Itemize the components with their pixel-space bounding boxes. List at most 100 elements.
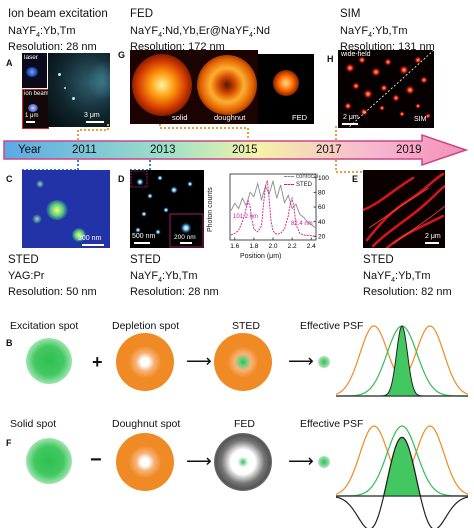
- panel-g-title: FED: [130, 8, 153, 20]
- depletion-spot: [116, 333, 174, 391]
- panel-a-resolution: Resolution: 28 nm: [8, 41, 97, 53]
- panel-a-inset-laser: laser: [22, 53, 47, 88]
- doughnut-label: doughnut: [214, 113, 246, 122]
- timeline-year-2019: 2019: [396, 144, 422, 156]
- plus-operator: +: [92, 352, 103, 372]
- row-f-solid-label: Solid spot: [10, 418, 57, 430]
- row-b-depletion-label: Depletion spot: [112, 320, 180, 332]
- panel-g-letter: G: [118, 50, 126, 60]
- legend-sted: STED: [284, 182, 312, 188]
- arrow-b-1: ⟶: [186, 351, 212, 371]
- effective-psf-spot-f: [318, 456, 330, 468]
- timeline-year-label: Year: [18, 144, 42, 156]
- panel-c-image: 300 nm: [22, 170, 110, 248]
- panel-d-title: STED: [130, 254, 161, 266]
- annotation-82nm: 82.4 nm: [291, 221, 313, 227]
- fed-negative-lobe-f: [336, 436, 468, 528]
- panel-g-fed-image: FED: [258, 54, 314, 124]
- fed-spot: [214, 433, 272, 491]
- sted-psf-profile-b: [336, 325, 468, 397]
- solid-label: solid: [172, 113, 188, 122]
- row-f-letter: F: [6, 438, 12, 448]
- panel-d-image: 500 nm 200 nm: [130, 170, 204, 248]
- widefield-label: wide-field: [341, 51, 371, 58]
- inset-ion-scale: 1 μm: [25, 113, 39, 119]
- legend-confocal: confocal: [284, 174, 318, 180]
- row-b-sted-label: STED: [232, 320, 261, 332]
- panel-c-material: YAG:Pr: [8, 270, 45, 282]
- x-tick-label: 2.0: [268, 243, 277, 250]
- panel-g-material: NaYF4:Nd,Yb,Er@NaYF4:Nd: [130, 25, 271, 40]
- sted-spot: [214, 333, 272, 391]
- connector-g: [159, 124, 249, 140]
- panel-a-letter: A: [6, 58, 13, 68]
- panel-h-letter: H: [327, 54, 334, 64]
- solid-profile-f: [336, 425, 468, 497]
- effective-psf-spot-b: [318, 356, 330, 368]
- panel-g-doughnut-image: doughnut: [196, 50, 258, 124]
- timeline-year-2013: 2013: [150, 144, 176, 156]
- row-f-doughnut-label: Doughnut spot: [112, 418, 181, 430]
- inset-ion-label: ion beam: [24, 91, 49, 97]
- panel-h-title: SIM: [340, 8, 361, 20]
- row-f-fed-label: FED: [234, 418, 255, 430]
- panel-d-inset-scale: 200 nm: [174, 234, 196, 241]
- series-sted-line: [230, 180, 316, 237]
- legend-confocal-label: confocal: [296, 174, 319, 180]
- chart-ylabel: Photon counts: [207, 187, 214, 232]
- panel-d-material: NaYF4:Yb,Tm: [130, 270, 198, 285]
- arrow-b-2: ⟶: [288, 351, 314, 371]
- timeline-year-2011: 2011: [72, 144, 97, 156]
- y-tick-label: 40: [318, 219, 326, 226]
- panel-d-letter: D: [118, 174, 125, 184]
- panel-a-scale: 3 μm: [84, 112, 100, 119]
- chart-xlabel: Position (μm): [240, 253, 282, 260]
- panel-e-resolution: Resolution: 82 nm: [363, 286, 452, 298]
- panel-g-solid-image: solid: [130, 50, 196, 124]
- panel-h-image: wide-field SIM 2 μm: [338, 50, 434, 128]
- timeline-year-2015: 2015: [232, 144, 258, 156]
- psf-profile-f: [336, 425, 468, 528]
- panel-d-resolution: Resolution: 28 nm: [130, 286, 219, 298]
- panel-d-linecut-chart: 1.6 1.8 2.0 2.2 2.420 40 60 80 100: [229, 173, 329, 250]
- connector-a: [77, 124, 109, 140]
- timeline-year-2017: 2017: [316, 144, 342, 156]
- series-confocal-line: [230, 179, 316, 228]
- inset-laser-label: laser: [24, 54, 39, 61]
- row-b-psf-label: Effective PSF: [300, 320, 364, 332]
- solid-spot: [26, 438, 72, 484]
- row-f-psf-label: Effective PSF: [300, 418, 364, 430]
- panel-h-scale: 2 μm: [343, 114, 359, 121]
- timeline-arrow: [3, 133, 469, 167]
- psf-profile-b: [336, 325, 468, 397]
- panel-e-letter: E: [352, 174, 359, 184]
- x-tick-label: 1.8: [249, 243, 258, 250]
- annotation-101nm: 101.2 nm: [233, 214, 259, 220]
- minus-operator: −: [90, 449, 102, 471]
- panel-d-scale: 500 nm: [132, 233, 156, 240]
- excitation-spot: [26, 338, 72, 384]
- panel-e-image: 2 μm: [363, 170, 445, 248]
- legend-sted-label: STED: [296, 182, 313, 188]
- row-b-excitation-label: Excitation spot: [10, 320, 79, 332]
- panel-a-material: NaYF4:Yb,Tm: [8, 25, 76, 40]
- panel-e-title: STED: [363, 254, 394, 266]
- sim-label: SIM: [414, 116, 427, 123]
- panel-c-resolution: Resolution: 50 nm: [8, 286, 97, 298]
- y-tick-label: 20: [318, 234, 326, 241]
- arrow-f-2: ⟶: [288, 451, 314, 471]
- doughnut-spot: [116, 433, 174, 491]
- panel-c-scale: 300 nm: [78, 235, 102, 242]
- y-tick-label: 60: [318, 204, 326, 211]
- row-b-letter: B: [6, 338, 13, 348]
- connector-e: [335, 160, 362, 173]
- panel-h-material: NaYF4:Yb,Tm: [340, 25, 408, 40]
- y-tick-label: 100: [318, 175, 329, 182]
- panel-c-title: STED: [8, 254, 39, 266]
- panel-a-title: Ion beam excitation: [8, 8, 108, 20]
- y-tick-label: 80: [318, 190, 326, 197]
- x-tick-label: 2.4: [307, 243, 316, 250]
- panel-e-scale: 2 μm: [425, 233, 441, 240]
- x-tick-label: 1.6: [230, 243, 239, 250]
- arrow-f-1: ⟶: [186, 451, 212, 471]
